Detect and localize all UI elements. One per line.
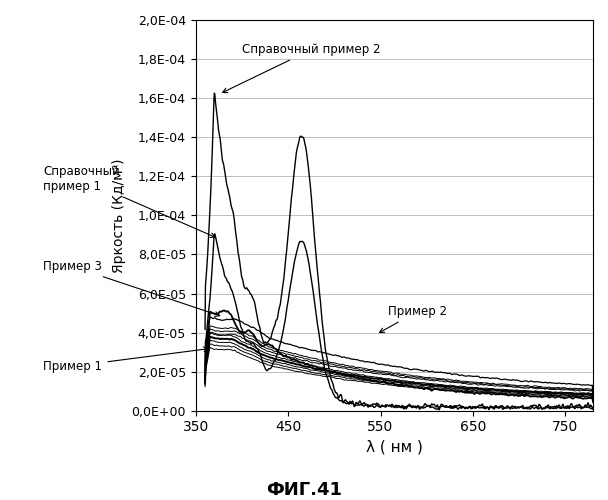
Text: Пример 1: Пример 1 <box>43 347 209 372</box>
Text: Пример 2: Пример 2 <box>379 305 447 332</box>
Text: Справочный
пример 1: Справочный пример 1 <box>43 165 215 238</box>
Text: Пример 3: Пример 3 <box>43 260 219 316</box>
X-axis label: λ ( нм ): λ ( нм ) <box>366 440 423 455</box>
Text: ФИГ.41: ФИГ.41 <box>266 481 342 499</box>
Text: Справочный пример 2: Справочный пример 2 <box>223 43 381 92</box>
Y-axis label: Яркость (Кд/м²): Яркость (Кд/м²) <box>112 158 126 272</box>
